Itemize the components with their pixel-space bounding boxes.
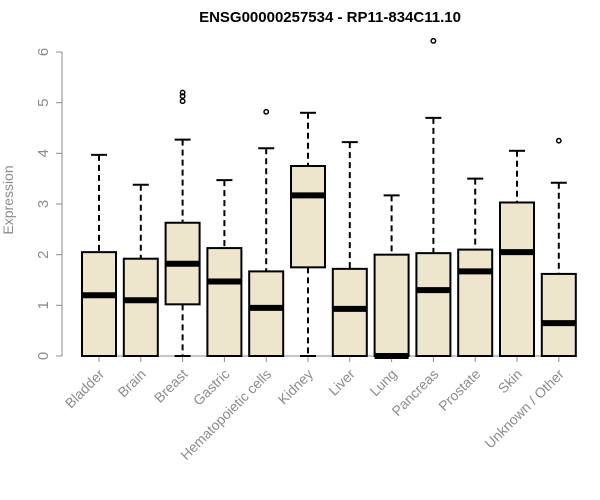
box-breast <box>164 89 201 357</box>
box-lung <box>373 194 410 359</box>
y-axis: 0 1 2 3 4 5 6 <box>35 48 63 360</box>
y-tick-label: 6 <box>35 48 52 56</box>
box-brain <box>122 183 159 357</box>
box-gastric <box>206 179 243 357</box>
outlier-point <box>179 93 186 100</box>
y-axis-label: Expression <box>0 165 16 234</box>
x-tick-label: Brain <box>114 366 148 400</box>
y-tick-label: 4 <box>35 149 52 157</box>
x-tick-label: Bladder <box>62 366 108 412</box>
outlier-point <box>430 37 437 44</box>
y-tick-label: 3 <box>35 200 52 208</box>
box-bladder <box>81 153 117 357</box>
box-iqr <box>540 272 577 358</box>
chart-title: ENSG00000257534 - RP11-834C11.10 <box>199 9 461 26</box>
x-tick-label: Skin <box>495 366 526 397</box>
box-kidney <box>290 111 326 357</box>
outlier-point <box>555 137 562 144</box>
box-unknown-other <box>540 137 577 358</box>
box-iqr <box>373 253 410 358</box>
box-liver <box>331 141 368 357</box>
box-iqr <box>331 267 368 357</box>
box-pancreas <box>415 37 452 357</box>
plot-area <box>81 37 577 359</box>
outlier-point <box>263 108 270 115</box>
x-tick-label: Kidney <box>275 366 317 408</box>
x-tick-label: Lung <box>366 366 399 399</box>
y-tick-label: 2 <box>35 250 52 258</box>
x-tick-label: Liver <box>325 366 358 399</box>
box-iqr <box>122 257 159 357</box>
box-iqr <box>81 251 117 357</box>
box-iqr <box>248 270 285 357</box>
box-skin <box>499 149 535 357</box>
box-prostate <box>457 177 494 358</box>
x-tick-label: Unknown / Other <box>481 366 567 452</box>
box-iqr <box>415 252 452 357</box>
box-iqr <box>206 247 243 357</box>
x-tick-label: Breast <box>151 366 191 406</box>
outlier-point <box>179 89 186 96</box>
y-ticks: 0 1 2 3 4 5 6 <box>35 48 62 360</box>
y-tick-label: 5 <box>35 98 52 106</box>
outlier-point <box>179 98 186 105</box>
y-tick-label: 0 <box>35 352 52 360</box>
box-iqr <box>499 201 535 357</box>
x-tick-label: Prostate <box>435 366 483 414</box>
box-iqr <box>290 165 326 269</box>
y-tick-label: 1 <box>35 301 52 309</box>
box-hematopoietic-cells <box>248 108 285 357</box>
box-iqr <box>457 248 494 358</box>
